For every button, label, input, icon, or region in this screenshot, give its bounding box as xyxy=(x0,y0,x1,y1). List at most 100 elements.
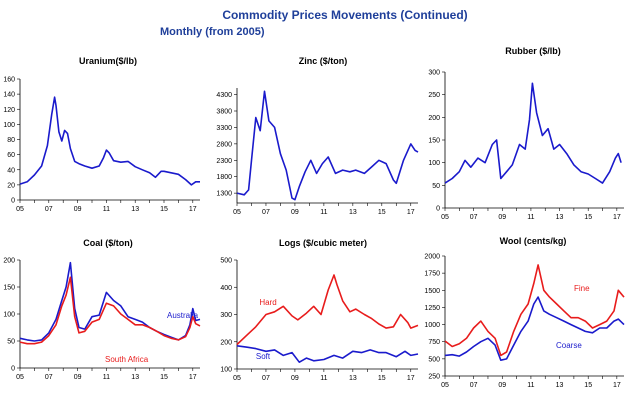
series-label: Fine xyxy=(574,284,590,293)
subtitle: Monthly (from 2005) xyxy=(160,26,265,38)
x-tick-label: 09 xyxy=(74,374,82,381)
x-tick-label: 11 xyxy=(320,209,327,216)
series-label: Hard xyxy=(259,298,276,307)
chart-panel-2: Zinc ($/ton) 1300 1800 2300 2800 3300 3800 4300… xyxy=(216,56,419,216)
y-tick-label: 500 xyxy=(220,258,232,265)
y-tick-label: 0 xyxy=(11,366,15,373)
x-tick-label: 05 xyxy=(16,206,24,213)
y-tick-label: 300 xyxy=(428,70,440,77)
x-tick-label: 17 xyxy=(407,209,415,216)
y-tick-label: 50 xyxy=(432,183,440,190)
x-tick-label: 17 xyxy=(189,206,197,213)
x-tick-label: 11 xyxy=(103,206,110,213)
y-tick-label: 2300 xyxy=(216,158,232,165)
y-tick-label: 100 xyxy=(428,160,440,167)
y-tick-label: 1800 xyxy=(216,174,232,181)
y-tick-label: 1250 xyxy=(424,305,440,312)
y-tick-label: 120 xyxy=(3,107,15,114)
x-tick-label: 05 xyxy=(233,209,241,216)
y-tick-label: 2800 xyxy=(216,141,232,148)
x-tick-label: 17 xyxy=(189,374,197,381)
y-tick-label: 1750 xyxy=(424,271,440,278)
series-label: South Africa xyxy=(105,355,149,364)
chart-panel-5: Logs ($/cubic meter) 100 200 300 400 500 05 07 0… xyxy=(220,238,419,382)
series-line-fine xyxy=(444,264,625,357)
chart-title: Zinc ($/ton) xyxy=(299,56,348,66)
y-tick-label: 4300 xyxy=(216,92,232,99)
y-tick-label: 150 xyxy=(3,285,15,292)
y-tick-label: 140 xyxy=(3,92,15,99)
y-tick-label: 40 xyxy=(7,167,15,174)
x-tick-label: 15 xyxy=(160,206,168,213)
x-tick-label: 07 xyxy=(470,382,478,389)
series-label: Soft xyxy=(256,352,271,361)
chart-title: Coal ($/ton) xyxy=(83,238,133,248)
x-tick-label: 09 xyxy=(291,209,299,216)
x-tick-label: 15 xyxy=(160,374,168,381)
x-tick-label: 15 xyxy=(584,382,592,389)
y-tick-label: 200 xyxy=(220,339,232,346)
x-tick-label: 13 xyxy=(349,375,357,382)
series-line-main xyxy=(236,90,419,201)
x-tick-label: 15 xyxy=(584,214,592,221)
x-tick-label: 07 xyxy=(262,375,270,382)
x-tick-label: 15 xyxy=(378,209,386,216)
x-tick-label: 09 xyxy=(291,375,299,382)
y-tick-label: 50 xyxy=(7,339,15,346)
x-tick-label: 07 xyxy=(262,209,270,216)
series-line-hard xyxy=(236,274,419,346)
x-tick-label: 11 xyxy=(527,382,534,389)
chart-panel-6: Wool (cents/kg) 250 500 750 1000 1250 1500 1750… xyxy=(424,236,625,389)
x-tick-label: 07 xyxy=(45,206,53,213)
x-tick-label: 11 xyxy=(103,374,110,381)
x-tick-label: 13 xyxy=(349,209,357,216)
y-tick-label: 2000 xyxy=(424,254,440,261)
chart-title: Rubber ($/lb) xyxy=(505,46,561,56)
y-tick-label: 100 xyxy=(3,122,15,129)
y-tick-label: 150 xyxy=(428,138,440,145)
x-tick-label: 13 xyxy=(131,374,139,381)
y-tick-label: 0 xyxy=(11,198,15,205)
chart-title: Wool (cents/kg) xyxy=(500,236,567,246)
y-tick-label: 250 xyxy=(428,92,440,99)
chart-panel-1: Uranium($/lb) 0 20 40 60 80 100 120 140 160 05 07 09… xyxy=(3,56,200,213)
y-tick-label: 250 xyxy=(428,374,440,381)
y-tick-label: 1000 xyxy=(424,322,440,329)
y-tick-label: 60 xyxy=(7,152,15,159)
x-tick-label: 09 xyxy=(74,206,82,213)
main-title: Commodity Prices Movements (Continued) xyxy=(222,8,468,22)
y-tick-label: 0 xyxy=(436,206,440,213)
series-line-soft xyxy=(236,345,419,364)
y-tick-label: 200 xyxy=(3,258,15,265)
x-tick-label: 15 xyxy=(378,375,386,382)
chart-panel-4: Coal ($/ton) 0 50 100 150 200 05 07 09 11 13 15 17 Au… xyxy=(3,238,201,381)
chart-title: Uranium($/lb) xyxy=(79,56,137,66)
x-tick-label: 05 xyxy=(16,374,24,381)
x-tick-label: 11 xyxy=(320,375,327,382)
y-tick-label: 1500 xyxy=(424,288,440,295)
x-tick-label: 05 xyxy=(441,382,449,389)
x-tick-label: 07 xyxy=(45,374,53,381)
series-line-main xyxy=(19,96,200,186)
x-tick-label: 07 xyxy=(470,214,478,221)
x-tick-label: 17 xyxy=(613,382,621,389)
y-tick-label: 500 xyxy=(428,356,440,363)
series-line-south-africa xyxy=(19,276,201,345)
y-tick-label: 20 xyxy=(7,182,15,189)
y-tick-label: 3800 xyxy=(216,109,232,116)
y-tick-label: 300 xyxy=(220,312,232,319)
y-tick-label: 200 xyxy=(428,115,440,122)
x-tick-label: 17 xyxy=(407,375,415,382)
x-tick-label: 05 xyxy=(441,214,449,221)
x-tick-label: 13 xyxy=(131,206,139,213)
y-tick-label: 80 xyxy=(7,137,15,144)
y-tick-label: 100 xyxy=(220,367,232,374)
y-tick-label: 1300 xyxy=(216,191,232,198)
chart-panel-3: Rubber ($/lb) 0 50 100 150 200 250 300 05 07 09 11 1… xyxy=(428,46,624,221)
y-tick-label: 160 xyxy=(3,77,15,84)
x-tick-label: 17 xyxy=(613,214,621,221)
x-tick-label: 09 xyxy=(498,382,506,389)
series-line-coarse xyxy=(444,296,625,362)
series-line-australia xyxy=(19,261,201,342)
x-tick-label: 09 xyxy=(498,214,506,221)
